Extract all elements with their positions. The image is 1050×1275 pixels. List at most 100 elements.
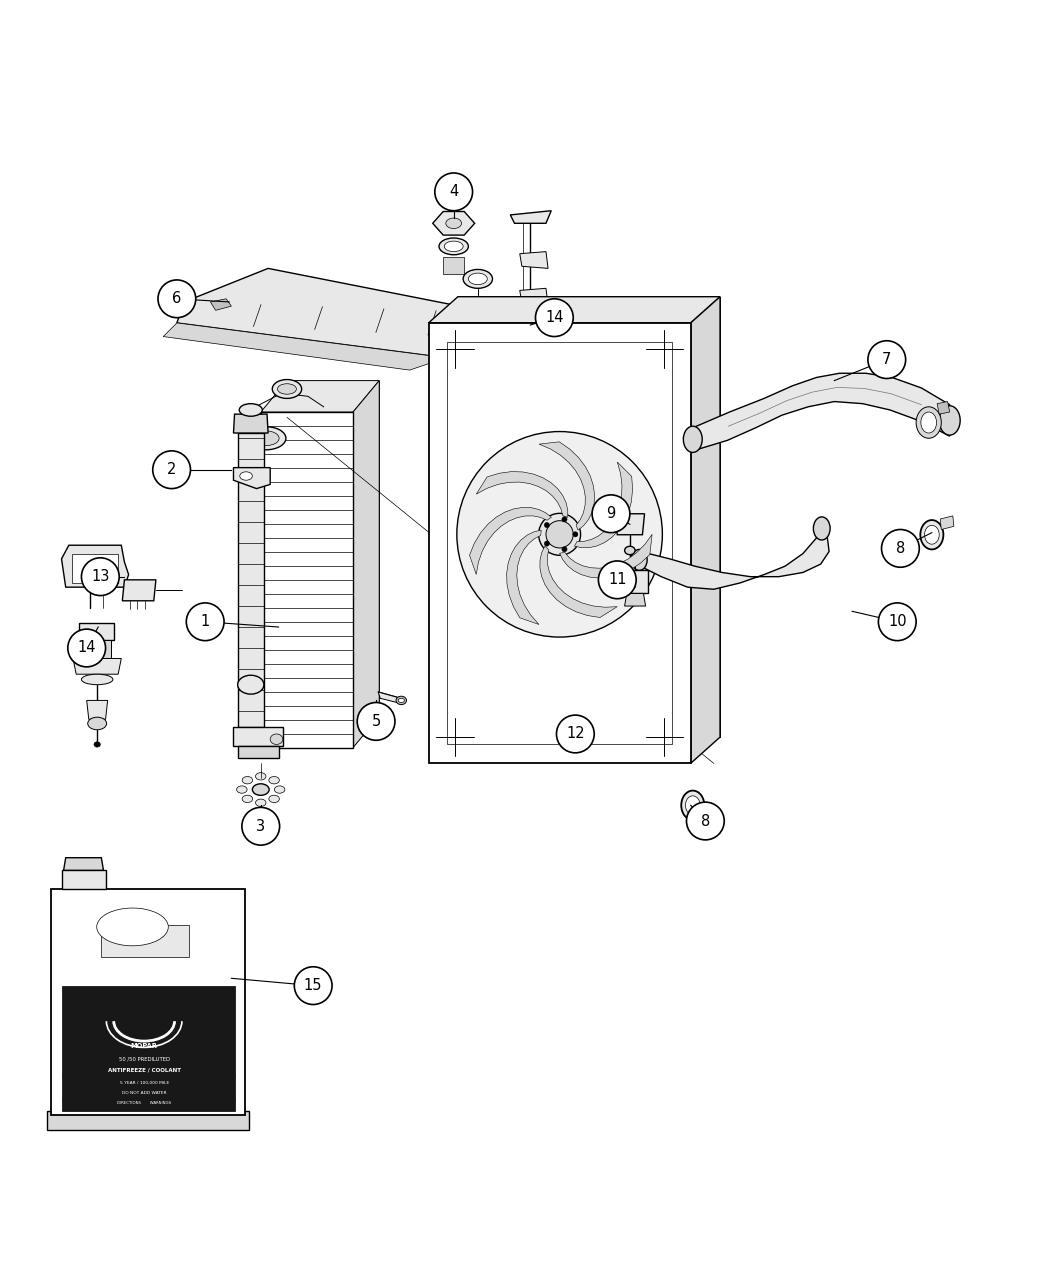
Text: ANTIFREEZE / COOLANT: ANTIFREEZE / COOLANT (108, 1067, 181, 1072)
Polygon shape (560, 534, 652, 578)
Ellipse shape (544, 541, 549, 546)
Polygon shape (83, 640, 111, 658)
Ellipse shape (463, 269, 492, 288)
Text: 50 /50 PREDILUTED: 50 /50 PREDILUTED (119, 1056, 170, 1061)
Text: 1: 1 (201, 615, 210, 630)
Ellipse shape (921, 520, 943, 550)
Polygon shape (428, 297, 720, 323)
Text: DIRECTIONS       WARNINGS: DIRECTIONS WARNINGS (118, 1100, 171, 1104)
Ellipse shape (439, 238, 468, 255)
Ellipse shape (237, 676, 264, 694)
Polygon shape (287, 381, 379, 717)
Circle shape (868, 340, 906, 379)
Polygon shape (237, 746, 278, 759)
Polygon shape (233, 468, 270, 488)
Polygon shape (937, 402, 949, 414)
Polygon shape (469, 507, 551, 574)
Ellipse shape (246, 427, 286, 450)
Circle shape (687, 802, 724, 840)
Ellipse shape (270, 734, 282, 745)
Ellipse shape (88, 718, 107, 729)
Text: 9: 9 (606, 506, 615, 521)
Polygon shape (507, 530, 541, 625)
Polygon shape (940, 516, 953, 529)
Ellipse shape (396, 696, 406, 705)
Text: 14: 14 (78, 640, 96, 655)
Polygon shape (260, 381, 379, 412)
Polygon shape (458, 297, 720, 737)
Text: 8: 8 (700, 813, 710, 829)
Ellipse shape (97, 908, 168, 946)
Polygon shape (210, 298, 231, 310)
Circle shape (556, 715, 594, 752)
Ellipse shape (684, 426, 702, 453)
Ellipse shape (562, 516, 567, 521)
Ellipse shape (252, 784, 269, 796)
Polygon shape (62, 871, 106, 889)
Circle shape (68, 629, 106, 667)
Ellipse shape (572, 532, 578, 537)
Text: 13: 13 (91, 569, 109, 584)
Text: 8: 8 (896, 541, 905, 556)
Polygon shape (630, 520, 830, 589)
Text: 6: 6 (172, 291, 182, 306)
Ellipse shape (539, 514, 581, 556)
Polygon shape (80, 622, 114, 640)
Ellipse shape (94, 742, 101, 747)
Text: 11: 11 (608, 572, 627, 588)
Ellipse shape (686, 796, 700, 815)
Polygon shape (62, 986, 234, 1112)
Circle shape (357, 703, 395, 741)
Text: 5: 5 (372, 714, 381, 729)
Ellipse shape (269, 776, 279, 784)
Polygon shape (520, 251, 548, 269)
Polygon shape (237, 434, 264, 727)
Ellipse shape (457, 431, 663, 638)
Ellipse shape (468, 273, 487, 284)
Ellipse shape (398, 699, 404, 703)
Circle shape (592, 495, 630, 533)
Ellipse shape (921, 412, 937, 434)
Polygon shape (693, 374, 949, 451)
Polygon shape (625, 593, 646, 606)
Ellipse shape (625, 546, 635, 555)
Polygon shape (176, 269, 491, 357)
Ellipse shape (272, 380, 301, 398)
Ellipse shape (255, 799, 266, 806)
Ellipse shape (562, 547, 567, 552)
Ellipse shape (446, 218, 462, 228)
Polygon shape (477, 472, 568, 518)
Ellipse shape (924, 525, 939, 544)
Text: DO NOT ADD WATER: DO NOT ADD WATER (122, 1090, 167, 1095)
Text: 2: 2 (167, 463, 176, 477)
Polygon shape (443, 256, 464, 274)
Circle shape (158, 280, 195, 317)
Circle shape (435, 173, 472, 210)
Polygon shape (102, 926, 189, 956)
Polygon shape (260, 412, 353, 747)
Ellipse shape (82, 674, 113, 685)
Polygon shape (691, 297, 720, 764)
Circle shape (536, 298, 573, 337)
Text: 5 YEAR / 100,000 MILE: 5 YEAR / 100,000 MILE (120, 1081, 169, 1085)
Circle shape (242, 807, 279, 845)
Text: 4: 4 (449, 185, 458, 199)
Polygon shape (353, 381, 379, 747)
Polygon shape (520, 328, 548, 344)
Polygon shape (520, 288, 548, 305)
Text: MOPAR: MOPAR (130, 1043, 157, 1049)
Text: 15: 15 (303, 978, 322, 993)
Ellipse shape (239, 472, 252, 481)
Circle shape (186, 603, 224, 640)
Circle shape (598, 561, 636, 599)
Text: 10: 10 (888, 615, 906, 630)
Ellipse shape (243, 776, 253, 784)
Ellipse shape (274, 785, 285, 793)
Ellipse shape (269, 796, 279, 802)
Circle shape (879, 603, 917, 640)
Polygon shape (540, 546, 617, 617)
Polygon shape (428, 323, 691, 764)
Polygon shape (87, 700, 108, 719)
Polygon shape (233, 414, 268, 434)
Ellipse shape (444, 241, 463, 251)
